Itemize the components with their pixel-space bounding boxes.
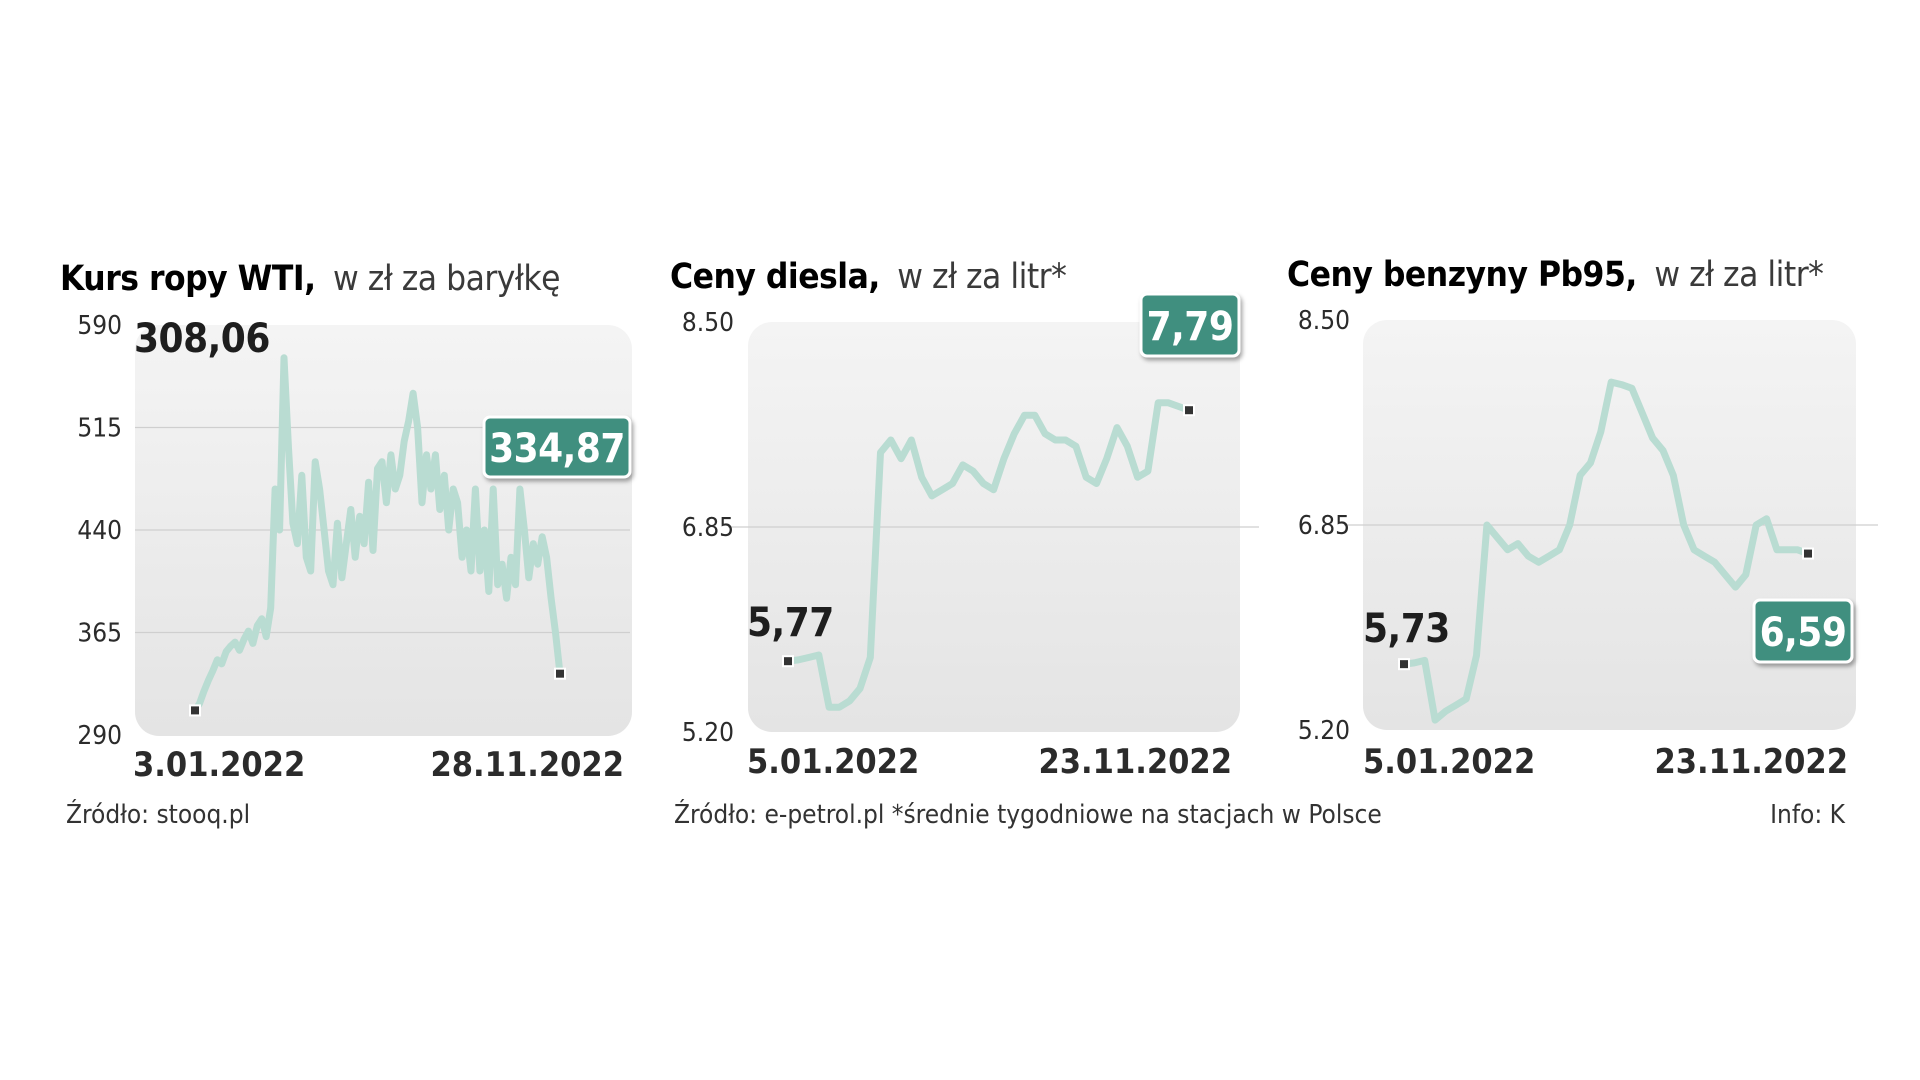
end-value-label: 334,87 <box>489 426 625 472</box>
chart-diesel: Ceny diesla, w zł za litr* 8.506.855.20 … <box>670 257 1259 782</box>
y-tick-label: 290 <box>77 721 122 751</box>
start-value-label: 5,73 <box>1363 606 1450 652</box>
y-tick-label: 6.85 <box>682 513 734 543</box>
y-tick-label: 515 <box>77 414 122 444</box>
x-end-label: 28.11.2022 <box>430 745 624 785</box>
end-value-badge-bg <box>1752 598 1854 664</box>
end-value-badge-bg <box>1139 292 1241 358</box>
end-value-badge: 334,87 <box>482 415 632 479</box>
end-value-label: 6,59 <box>1760 610 1847 656</box>
y-tick-label: 8.50 <box>682 308 734 338</box>
y-tick-label: 590 <box>77 311 122 341</box>
x-end-label: 23.11.2022 <box>1654 742 1848 782</box>
y-tick-label: 440 <box>77 516 122 546</box>
x-start-label: 5.01.2022 <box>747 742 919 782</box>
end-value-badge: 6,59 <box>1752 598 1854 664</box>
chart-title: Kurs ropy WTI, w zł za baryłkę <box>60 259 560 299</box>
start-point-marker <box>1398 658 1410 671</box>
chart-title: Ceny benzyny Pb95, w zł za litr* <box>1287 255 1823 295</box>
chart-pb95: Ceny benzyny Pb95, w zł za litr* 8.50 6.8… <box>1287 255 1878 782</box>
chart-title-bold: Kurs ropy WTI, <box>60 259 316 299</box>
end-point-marker <box>1183 404 1195 417</box>
chart-title-unit: w zł za baryłkę <box>333 259 560 299</box>
start-point-marker <box>782 655 794 668</box>
y-tick-label: 6.85 <box>1298 511 1350 541</box>
series-line <box>784 399 1193 711</box>
y-tick-label: 5.20 <box>682 718 734 748</box>
series-line <box>1400 378 1812 724</box>
end-point-marker <box>1802 547 1814 560</box>
source-note-fuel: Źródło: e-petrol.pl *średnie tygodniowe … <box>674 798 1382 830</box>
chart-title-unit: w zł za litr* <box>897 257 1066 297</box>
start-point-marker <box>189 704 201 717</box>
chart-title-unit: w zł za litr* <box>1654 255 1823 295</box>
end-value-badge-bg <box>482 415 632 479</box>
chart-wti: Kurs ropy WTI, w zł za baryłkę 590 515 440… <box>60 259 632 785</box>
y-tick-label: 365 <box>77 619 122 649</box>
y-tick-label: 5.20 <box>1298 716 1350 746</box>
start-value-label: 308,06 <box>134 316 270 362</box>
x-start-label: 3.01.2022 <box>133 745 305 785</box>
end-point-marker <box>554 667 566 680</box>
y-axis: 8.50 6.85 5.20 <box>1298 306 1878 746</box>
x-start-label: 5.01.2022 <box>1363 742 1535 782</box>
x-end-label: 23.11.2022 <box>1038 742 1232 782</box>
info-credit: Info: K <box>1770 800 1846 830</box>
y-tick-label: 8.50 <box>1298 306 1350 336</box>
series-line <box>191 354 564 714</box>
source-note-wti: Źródło: stooq.pl <box>66 798 250 830</box>
end-value-badge: 7,79 <box>1139 292 1241 358</box>
chart-title-bold: Ceny diesla, <box>670 257 880 297</box>
chart-title: Ceny diesla, w zł za litr* <box>670 257 1066 297</box>
chart-title-bold: Ceny benzyny Pb95, <box>1287 255 1637 295</box>
y-axis: 8.50 6.85 5.20 <box>682 308 1259 748</box>
start-value-label: 5,77 <box>747 600 834 646</box>
end-value-label: 7,79 <box>1147 304 1234 350</box>
